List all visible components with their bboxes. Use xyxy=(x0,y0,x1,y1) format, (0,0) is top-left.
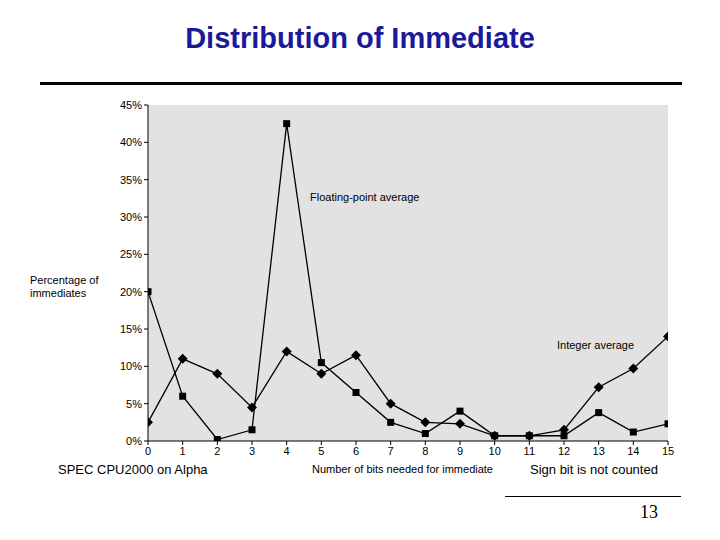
svg-text:11: 11 xyxy=(524,445,535,457)
html-text:13: 13 xyxy=(640,502,658,522)
svg-text:14: 14 xyxy=(627,445,639,457)
svg-text:15%: 15% xyxy=(120,323,142,335)
svg-text:15: 15 xyxy=(662,445,674,457)
svg-text:10: 10 xyxy=(489,445,501,457)
svg-text:9: 9 xyxy=(457,445,463,457)
svg-text:30%: 30% xyxy=(120,211,142,223)
html-text:Percentage of immediates: Percentage of immediates xyxy=(30,274,99,299)
svg-text:6: 6 xyxy=(353,445,359,457)
svg-text:0: 0 xyxy=(145,445,151,457)
svg-text:8: 8 xyxy=(422,445,428,457)
svg-text:25%: 25% xyxy=(120,248,142,260)
html-text:Integer average: Integer average xyxy=(557,339,635,351)
svg-text:7: 7 xyxy=(388,445,394,457)
html-text:Sign bit is not counted: Sign bit is not counted xyxy=(530,462,658,477)
html-text:Floating-point average: Floating-point average xyxy=(310,191,420,203)
svg-text:5: 5 xyxy=(318,445,324,457)
svg-text:2: 2 xyxy=(214,445,220,457)
svg-text:20%: 20% xyxy=(120,286,142,298)
svg-text:1: 1 xyxy=(180,445,186,457)
svg-text:0%: 0% xyxy=(126,435,142,447)
html-text:SPEC CPU2000 on Alpha: SPEC CPU2000 on Alpha xyxy=(58,462,208,477)
svg-text:4: 4 xyxy=(284,445,290,457)
svg-text:3: 3 xyxy=(249,445,255,457)
svg-text:5%: 5% xyxy=(126,398,142,410)
html-text:Number of bits needed for imme: Number of bits needed for immediate xyxy=(312,463,493,475)
svg-text:45%: 45% xyxy=(120,99,142,111)
svg-text:10%: 10% xyxy=(120,360,142,372)
svg-text:35%: 35% xyxy=(120,174,142,186)
html-text:Distribution of Immediate: Distribution of Immediate xyxy=(185,22,535,54)
svg-text:40%: 40% xyxy=(120,136,142,148)
svg-text:12: 12 xyxy=(558,445,570,457)
svg-text:13: 13 xyxy=(593,445,605,457)
